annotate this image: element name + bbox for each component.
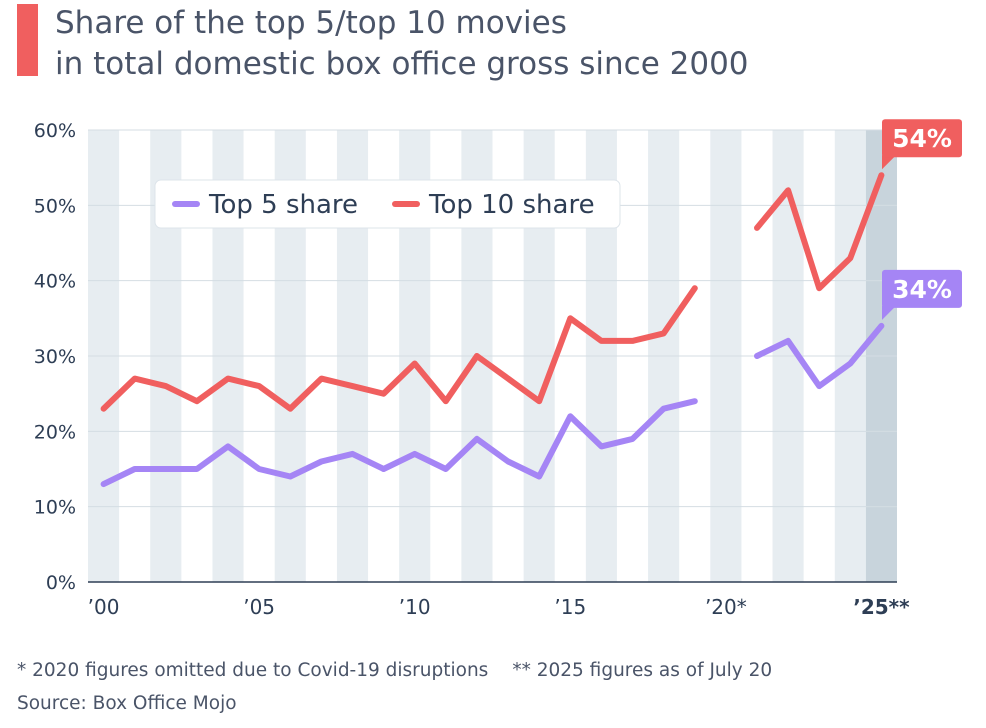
end-label-box — [882, 269, 962, 308]
y-tick-label: 40% — [34, 271, 76, 293]
y-tick-label: 60% — [34, 120, 76, 142]
source-note: Source: Box Office Mojo — [17, 693, 237, 714]
series-lines — [100, 172, 885, 488]
legend-box — [154, 179, 621, 229]
end-label-value: 54% — [892, 124, 952, 153]
series-line-top10-segment-2 — [754, 172, 885, 292]
y-tick-label: 0% — [46, 572, 76, 594]
x-tick-label: ’25** — [853, 595, 910, 619]
series-line-top10-segment-1 — [100, 285, 698, 412]
series-line-top5-segment-1 — [100, 398, 698, 488]
legend-label: Top 10 share — [428, 190, 595, 220]
chart-title-line-1: Share of the top 5/top 10 movies — [55, 5, 567, 41]
y-tick-label: 10% — [34, 497, 76, 519]
end-labels: 34% 54% — [882, 119, 962, 320]
y-tick-label: 50% — [34, 195, 76, 217]
y-tick-label: 30% — [34, 346, 76, 368]
x-tick-label: ’00 — [88, 595, 120, 619]
legend: Top 5 share Top 10 share — [154, 179, 621, 229]
end-label-box — [882, 119, 962, 158]
end-label-value: 34% — [892, 275, 952, 304]
title-accent-bar — [17, 4, 38, 76]
axes: 0% 10% 20% 30% 40% 50% 60% ’00 ’05 ’10 ’15 ’20* ’25*… — [34, 120, 910, 619]
footnote-covid: * 2020 figures omitted due to Covid-19 d… — [17, 660, 489, 681]
x-tick-label: ’05 — [243, 595, 275, 619]
chart-title-line-2: in total domestic box office gross since… — [55, 46, 749, 82]
y-tick-label: 20% — [34, 421, 76, 443]
x-tick-label: ’20* — [705, 595, 747, 619]
footnotes: * 2020 figures omitted due to Covid-19 d… — [17, 660, 772, 681]
end-label-pointer — [882, 305, 896, 320]
legend-label: Top 5 share — [208, 190, 358, 220]
footnote-2025: ** 2025 figures as of July 20 — [512, 660, 773, 681]
x-tick-label: ’10 — [399, 595, 431, 619]
x-tick-label: ’15 — [554, 595, 586, 619]
end-label-pointer — [882, 155, 896, 170]
series-line-top5-segment-2 — [754, 322, 885, 390]
